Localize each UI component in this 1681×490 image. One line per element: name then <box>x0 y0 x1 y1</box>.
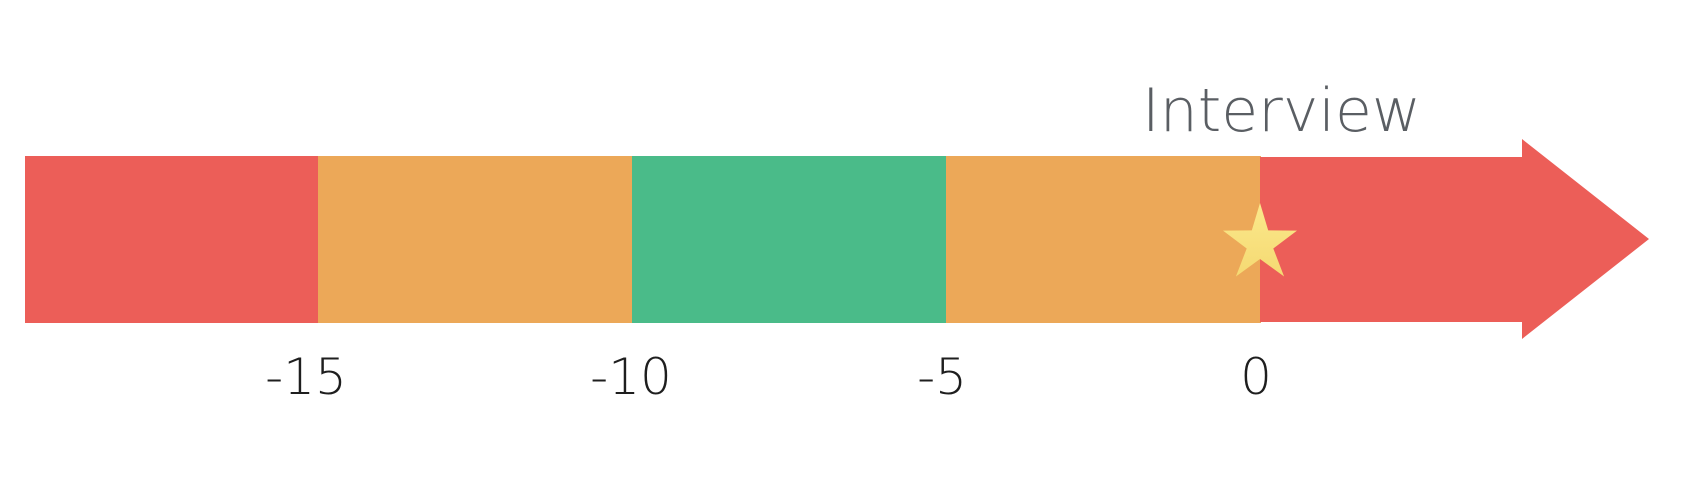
interview-label: Interview <box>1142 76 1421 146</box>
tick-label-minus-5: -5 <box>917 348 967 406</box>
tick-label-zero: 0 <box>1240 348 1272 406</box>
segment-red-arrowhead <box>1260 139 1649 339</box>
tick-label-minus-15: -15 <box>265 348 347 406</box>
segment-orange-left <box>318 156 633 323</box>
star-icon <box>1223 203 1297 277</box>
segment-green <box>632 156 947 323</box>
segment-orange-right <box>946 156 1261 323</box>
segment-red-left <box>25 156 319 323</box>
tick-label-minus-10: -10 <box>590 348 672 406</box>
